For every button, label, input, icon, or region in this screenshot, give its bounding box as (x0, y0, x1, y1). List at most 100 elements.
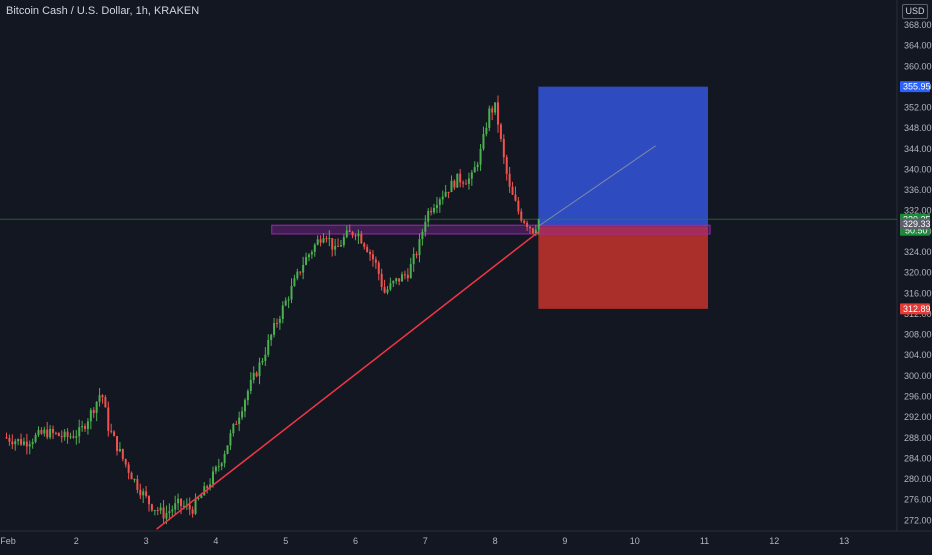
candle (435, 196, 438, 214)
price-tick-label: 352.00 (904, 103, 932, 113)
candle (290, 278, 293, 304)
candle (194, 493, 197, 516)
price-tick-label: 288.00 (904, 433, 932, 443)
candle-body (494, 102, 497, 113)
candle (14, 438, 17, 451)
candle-body (430, 210, 433, 213)
candle (281, 301, 284, 324)
candle-body (281, 305, 284, 319)
candle-body (136, 479, 139, 490)
candle (235, 420, 238, 425)
candle-body (531, 228, 534, 234)
candle-body (5, 437, 8, 439)
candle-body (46, 429, 49, 438)
candle-body (467, 178, 470, 184)
candle-body (459, 173, 462, 183)
candle-body (124, 459, 127, 465)
candle-body (22, 441, 25, 445)
candle (118, 442, 121, 453)
currency-selector[interactable]: USD (902, 4, 928, 19)
time-tick-label: 12 (769, 536, 779, 546)
candle-body (305, 257, 308, 265)
candle-body (165, 512, 168, 519)
candle (84, 423, 87, 432)
candle (430, 207, 433, 216)
price-tick-label: 324.00 (904, 247, 932, 257)
candle (121, 448, 124, 462)
candle-body (392, 281, 395, 284)
candle-body (453, 180, 456, 188)
candle (258, 357, 261, 385)
candle-body (28, 444, 31, 447)
candle-body (238, 417, 241, 425)
candle-body (153, 510, 156, 512)
candle (214, 465, 217, 475)
candle-body (424, 221, 427, 232)
price-tick-label: 272.00 (904, 515, 932, 525)
candle (377, 260, 380, 281)
candle-body (339, 245, 342, 247)
candle-body (433, 208, 436, 213)
candle-body (337, 245, 340, 247)
candle-body (180, 498, 182, 507)
candle (142, 488, 145, 504)
candle (357, 229, 360, 244)
candle (424, 215, 427, 237)
time-tick-label: 10 (630, 536, 640, 546)
candle (159, 503, 162, 515)
candle (124, 458, 127, 468)
candle-body (116, 436, 119, 452)
price-tick-label: 308.00 (904, 330, 932, 340)
candle (299, 271, 302, 276)
time-tick-label: 2 (74, 536, 79, 546)
candle (316, 235, 319, 246)
candle-body (261, 360, 264, 363)
candle (473, 161, 476, 173)
candle (278, 315, 281, 330)
candle-body (412, 253, 415, 265)
candle-body (456, 173, 459, 188)
candle-body (60, 435, 63, 438)
candle-body (287, 299, 290, 301)
candle-body (499, 124, 502, 139)
candle-body (54, 432, 57, 434)
time-tick-label: 4 (213, 536, 218, 546)
candle-body (246, 390, 249, 401)
candle-body (69, 436, 72, 438)
candle-body (214, 466, 217, 472)
candle-body (217, 466, 220, 468)
candle-body (415, 253, 418, 256)
price-tick-label: 320.00 (904, 268, 932, 278)
candle (107, 401, 110, 437)
candle (374, 256, 377, 269)
candle (302, 256, 305, 280)
candle (476, 161, 479, 172)
candle (514, 186, 517, 202)
candle (418, 233, 421, 263)
candle-body (270, 334, 273, 341)
candle (217, 458, 220, 472)
candle-body (302, 264, 305, 273)
candle (337, 238, 340, 247)
candle (20, 433, 23, 446)
candle (508, 166, 511, 193)
candle-body (351, 231, 354, 236)
candle (453, 179, 456, 191)
candle (307, 253, 310, 262)
candle (229, 429, 232, 451)
candle (345, 225, 348, 239)
candle (156, 506, 159, 516)
candle-body (177, 498, 180, 504)
candle (479, 144, 482, 171)
candle (485, 122, 488, 137)
candle (392, 280, 395, 288)
time-tick-label: 7 (423, 536, 428, 546)
chart-legend-title: Bitcoin Cash / U.S. Dollar, 1h, KRAKEN (6, 5, 200, 17)
stop-price-tag-text: 312.89 (903, 304, 931, 314)
candle-body (14, 441, 17, 445)
candle-body (357, 233, 360, 237)
candle (188, 497, 191, 516)
